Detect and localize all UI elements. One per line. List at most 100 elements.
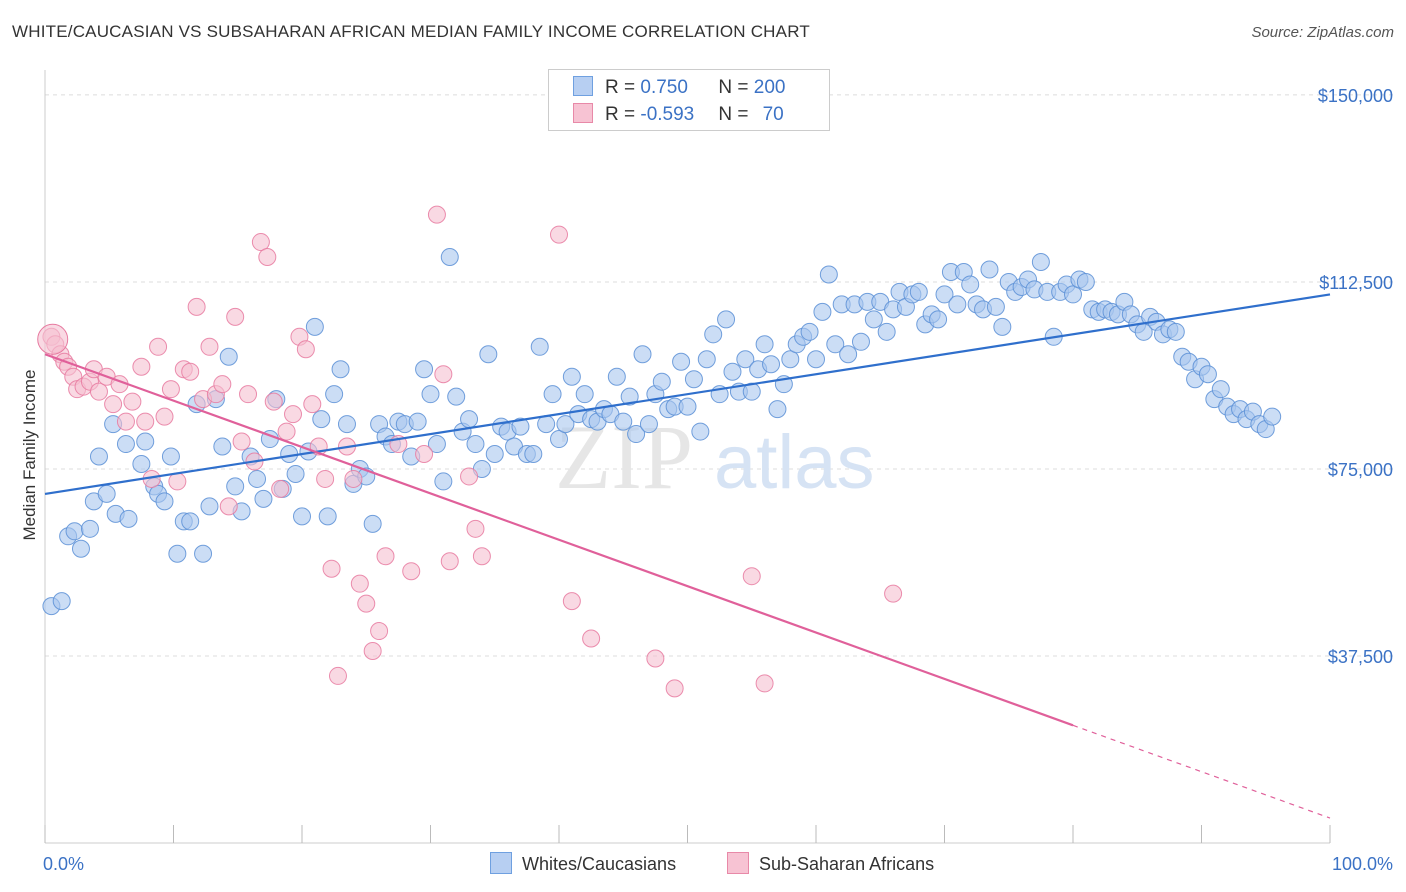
watermark-atlas: atlas bbox=[714, 420, 875, 505]
data-point bbox=[226, 307, 245, 326]
legend-swatch-pink bbox=[573, 103, 593, 123]
data-point bbox=[1166, 322, 1185, 341]
data-point bbox=[980, 260, 999, 279]
data-point bbox=[318, 507, 337, 526]
data-point bbox=[884, 584, 903, 603]
data-point bbox=[550, 225, 568, 244]
bottom-legend-label: Whites/Caucasians bbox=[522, 854, 677, 874]
chart-source: Source: ZipAtlas.com bbox=[1251, 24, 1394, 41]
data-point bbox=[65, 522, 84, 541]
bottom-legend-label: Sub-Saharan Africans bbox=[759, 854, 935, 874]
x-tick-label: 100.0% bbox=[1332, 854, 1393, 874]
trend-lines bbox=[44, 293, 1331, 819]
data-point bbox=[303, 395, 322, 414]
data-point bbox=[293, 507, 311, 526]
data-point bbox=[116, 435, 135, 454]
data-point bbox=[807, 350, 825, 369]
data-point bbox=[652, 372, 671, 391]
data-point bbox=[768, 400, 787, 419]
data-point bbox=[742, 567, 761, 586]
data-point bbox=[132, 454, 151, 473]
y-tick-label: $37,500 bbox=[1328, 647, 1393, 667]
trend-line-whites bbox=[44, 293, 1331, 495]
tick-labels: $37,500 $75,000 $112,500 $150,000 0.0% 100.0% bbox=[43, 86, 1393, 874]
data-point bbox=[434, 365, 453, 384]
data-point bbox=[440, 552, 459, 571]
data-point bbox=[511, 417, 530, 436]
chart-title: WHITE/CAUCASIAN VS SUBSAHARAN AFRICAN ME… bbox=[12, 22, 810, 41]
data-point bbox=[239, 385, 258, 404]
data-point bbox=[935, 285, 954, 304]
data-point bbox=[485, 445, 504, 464]
legend-r-label: R = bbox=[605, 77, 641, 98]
data-point bbox=[665, 679, 684, 698]
legend-n-value: 200 bbox=[753, 77, 786, 98]
data-point bbox=[316, 469, 335, 488]
data-point bbox=[415, 360, 434, 379]
legend: R = 0.750 N = 200 R = -0.593 N = 70 bbox=[548, 69, 830, 131]
data-point bbox=[466, 435, 485, 454]
data-point bbox=[723, 362, 742, 381]
data-point bbox=[986, 297, 1005, 316]
data-point bbox=[363, 641, 382, 660]
data-point bbox=[800, 322, 819, 341]
data-point bbox=[582, 629, 601, 648]
legend-r-value: -0.593 bbox=[640, 104, 695, 125]
data-point bbox=[337, 415, 356, 434]
data-point bbox=[993, 317, 1012, 336]
data-point bbox=[325, 385, 344, 404]
data-point bbox=[232, 432, 251, 451]
data-point bbox=[691, 422, 710, 441]
data-point-large bbox=[37, 323, 69, 355]
data-point bbox=[312, 410, 331, 429]
data-point bbox=[402, 562, 421, 581]
data-point bbox=[781, 350, 800, 369]
legend-row-whites: R = 0.750 N = 200 bbox=[573, 76, 785, 99]
data-point bbox=[168, 472, 187, 491]
data-point bbox=[71, 539, 90, 558]
data-point bbox=[331, 360, 350, 379]
data-point bbox=[322, 559, 341, 578]
data-point bbox=[755, 674, 774, 693]
data-point bbox=[717, 310, 736, 329]
series-subsaharan-points bbox=[37, 205, 903, 698]
data-point bbox=[813, 302, 832, 321]
data-point bbox=[132, 357, 151, 376]
data-point bbox=[543, 385, 562, 404]
bottom-legend-subsaharan: Sub-Saharan Africans bbox=[727, 852, 934, 875]
data-point bbox=[684, 370, 703, 389]
data-point bbox=[556, 415, 575, 434]
data-point bbox=[161, 447, 180, 466]
data-point bbox=[826, 335, 845, 354]
data-point bbox=[427, 435, 446, 454]
y-tick-label: $112,500 bbox=[1319, 273, 1393, 293]
y-tick-label: $75,000 bbox=[1328, 460, 1393, 480]
data-point bbox=[909, 282, 928, 301]
data-point bbox=[363, 514, 382, 533]
data-point bbox=[678, 397, 697, 416]
data-point bbox=[161, 380, 180, 399]
data-point bbox=[296, 340, 315, 359]
legend-r-label: R = bbox=[605, 104, 641, 125]
data-point bbox=[149, 337, 168, 356]
trend-line-subsaharan-dashed bbox=[1072, 724, 1331, 819]
data-point bbox=[460, 410, 479, 429]
data-point bbox=[755, 335, 774, 354]
data-point bbox=[155, 407, 174, 426]
data-point bbox=[254, 489, 273, 508]
data-point bbox=[136, 432, 155, 451]
data-point bbox=[421, 385, 440, 404]
data-point bbox=[736, 350, 755, 369]
data-point bbox=[123, 392, 142, 411]
data-point bbox=[1076, 272, 1095, 291]
data-point bbox=[427, 205, 446, 224]
legend-r-value: 0.750 bbox=[640, 77, 688, 98]
data-point bbox=[562, 367, 581, 386]
data-point bbox=[472, 547, 491, 566]
data-point bbox=[434, 472, 453, 491]
trend-line-subsaharan bbox=[44, 353, 1074, 727]
x-tick-label: 0.0% bbox=[43, 854, 84, 874]
data-point bbox=[524, 445, 543, 464]
legend-n-label: N = bbox=[718, 77, 754, 98]
